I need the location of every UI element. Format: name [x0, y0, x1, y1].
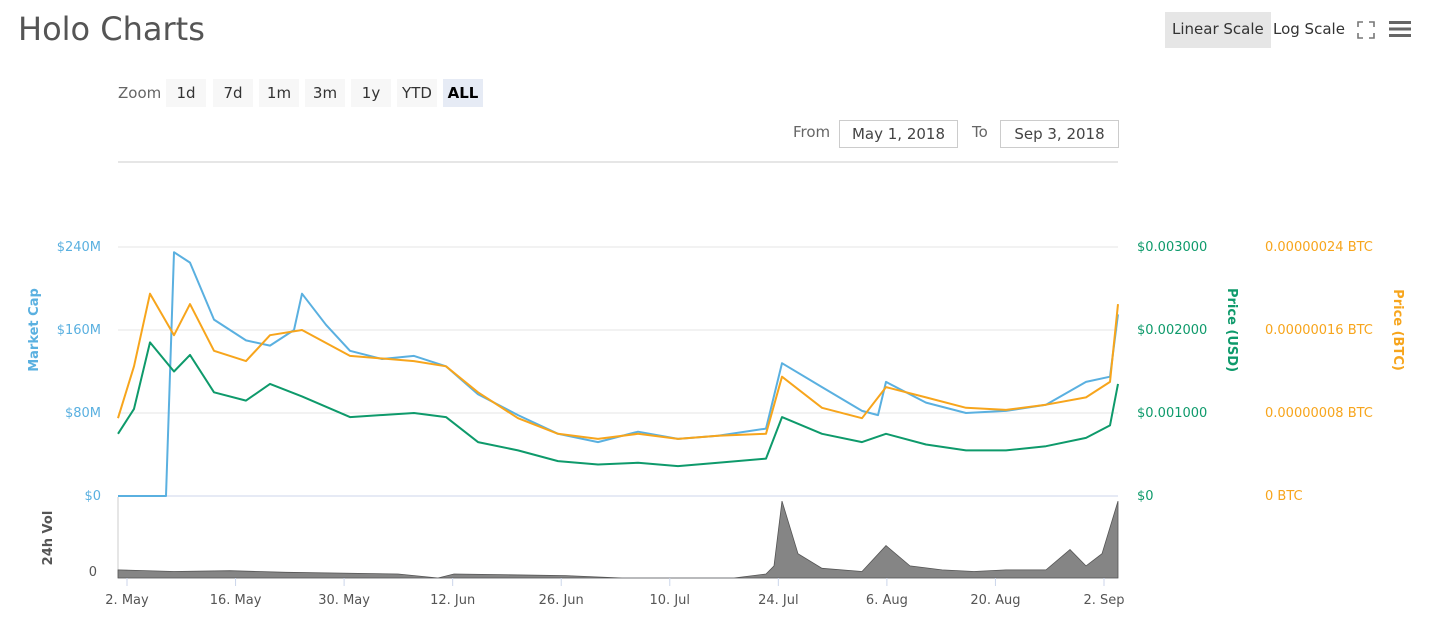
zoom-1y-button[interactable]: 1y — [351, 79, 391, 107]
x-tick-label: 2. Sep — [1083, 593, 1124, 608]
x-tick-label: 30. May — [318, 593, 370, 608]
zoom-ytd-button[interactable]: YTD — [397, 79, 437, 107]
range-to-input[interactable]: Sep 3, 2018 — [1000, 120, 1119, 148]
zoom-7d-button[interactable]: 7d — [213, 79, 253, 107]
volume-area — [117, 500, 1119, 579]
volume-tick-label: 0 — [89, 565, 97, 580]
x-tick-label: 6. Aug — [866, 593, 908, 608]
price-usd-tick-label: $0.002000 — [1137, 323, 1207, 338]
price-usd-tick-label: $0 — [1137, 489, 1154, 504]
range-to-label: To — [972, 123, 988, 141]
price-btc-tick-label: 0.00000024 BTC — [1265, 240, 1373, 255]
x-tick-label: 10. Jul — [650, 593, 691, 608]
price-btc-line — [117, 292, 1119, 440]
zoom-1d-button[interactable]: 1d — [166, 79, 206, 107]
linear-scale-button[interactable]: Linear Scale — [1165, 12, 1271, 48]
price-usd-tick-label: $0.001000 — [1137, 406, 1207, 421]
range-from-label: From — [793, 123, 831, 141]
zoom-3m-button[interactable]: 3m — [305, 79, 345, 107]
price-btc-tick-label: 0.00000008 BTC — [1265, 406, 1373, 421]
x-tick-label: 16. May — [210, 593, 262, 608]
zoom-1m-button[interactable]: 1m — [259, 79, 299, 107]
range-from-input[interactable]: May 1, 2018 — [839, 120, 958, 148]
log-scale-button[interactable]: Log Scale — [1273, 20, 1345, 38]
market-cap-line — [118, 251, 1119, 497]
page-title: Holo Charts — [18, 10, 205, 48]
x-tick-label: 2. May — [105, 593, 149, 608]
price-usd-tick-label: $0.003000 — [1137, 240, 1207, 255]
market-cap-axis-title: Market Cap — [27, 288, 42, 372]
x-tick-label: 20. Aug — [970, 593, 1020, 608]
volume-axis-title: 24h Vol — [41, 511, 56, 566]
market-cap-tick-label: $160M — [57, 323, 101, 338]
menu-icon[interactable] — [1389, 19, 1411, 39]
price-btc-tick-label: 0.00000016 BTC — [1265, 323, 1373, 338]
x-tick-label: 24. Jul — [758, 593, 799, 608]
market-cap-tick-label: $240M — [57, 240, 101, 255]
market-cap-tick-label: $80M — [65, 406, 101, 421]
price-btc-axis-title: Price (BTC) — [1390, 289, 1405, 371]
price-usd-axis-title: Price (USD) — [1224, 288, 1239, 372]
price-btc-tick-label: 0 BTC — [1265, 489, 1303, 504]
x-tick-label: 26. Jun — [539, 593, 584, 608]
zoom-all-button[interactable]: ALL — [443, 79, 483, 107]
x-tick-label: 12. Jun — [430, 593, 475, 608]
market-cap-tick-label: $0 — [84, 489, 101, 504]
price-usd-line — [117, 341, 1119, 468]
fullscreen-icon[interactable] — [1357, 21, 1375, 39]
zoom-label: Zoom — [118, 84, 162, 102]
